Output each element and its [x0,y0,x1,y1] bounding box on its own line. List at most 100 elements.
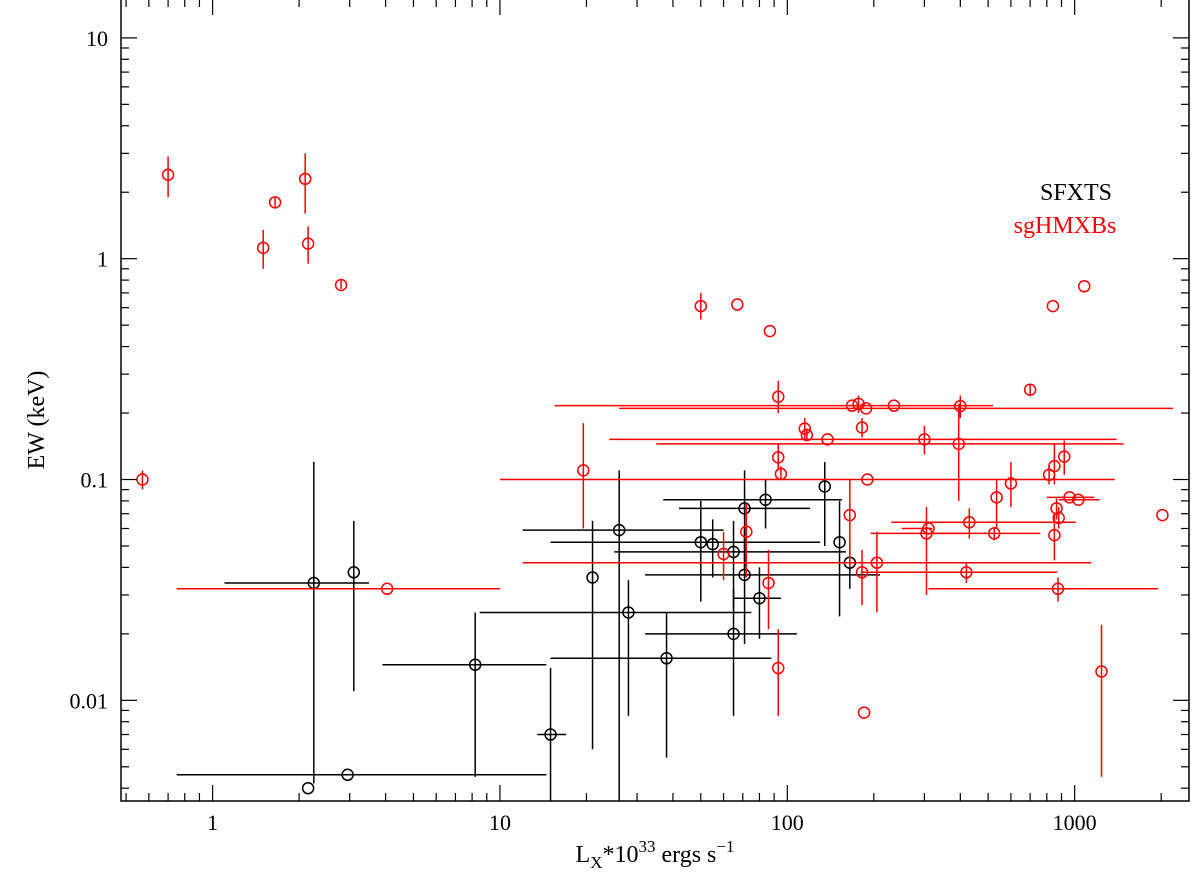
data-point [771,443,785,471]
data-point [1046,491,1095,504]
point-marker [843,508,857,522]
data-point [224,462,369,784]
data-point [818,462,832,546]
data-point [645,528,880,644]
x-tick-label: 10 [489,810,511,835]
data-point [762,549,775,630]
data-point [1023,383,1037,396]
point-marker [960,566,973,579]
point-marker [380,582,394,596]
data-point [855,417,869,438]
data-point [136,470,149,490]
data-point [656,403,1124,501]
point-marker [1050,502,1063,515]
data-point [918,425,931,455]
series-sghmxbs [136,153,1174,777]
data-point [268,196,282,209]
point-marker [833,535,846,549]
point-marker [855,421,869,434]
data-point [733,567,781,639]
point-marker [738,568,751,582]
data-point [298,153,312,214]
data-point [537,668,567,801]
axis-ticks [121,0,1189,801]
point-marker [753,591,766,605]
point-marker [347,566,361,579]
point-marker [731,298,744,311]
point-marker [845,399,859,412]
plot-frame [120,0,1190,802]
data-point [1046,299,1060,313]
point-marker [918,433,931,446]
point-marker [301,237,315,250]
data-point [176,768,547,782]
data-point [694,292,708,320]
point-marker [952,437,965,451]
axis-tick-labels: 1 10 100 1000 0.01 0.1 1 10 [70,26,1097,835]
point-marker [268,196,282,209]
legend-item-sghmxbs: sgHMXBs [1014,213,1117,239]
point-marker [586,571,599,584]
point-marker [1048,528,1061,542]
data-point [887,399,901,412]
data-point [717,531,730,581]
point-marker [1156,508,1169,522]
data-point [855,549,869,606]
point-marker [987,527,1001,540]
x-axis-label: LX*1033 ergs s−1 [576,837,735,872]
data-point [928,577,1158,602]
point-marker [694,299,708,313]
legend-item-sfxts: SFXTS [1040,180,1112,206]
y-tick-label: 10 [86,26,108,51]
point-marker [298,172,312,186]
point-marker [1057,450,1071,463]
point-marker [762,576,775,590]
point-marker [963,516,976,529]
data-point [609,433,1117,446]
point-marker [800,428,814,442]
data-points [136,153,1174,801]
point-marker [1095,665,1108,678]
data-point [334,278,348,292]
data-point [619,402,1174,415]
data-point [614,520,846,609]
data-point [774,466,788,481]
point-marker [954,399,967,413]
point-marker [544,728,557,741]
data-point [1052,507,1065,529]
x-tick-label: 1 [207,810,218,835]
point-marker [1051,582,1065,596]
point-marker [771,661,785,675]
data-point [598,542,907,589]
point-marker [763,324,777,338]
x-tick-label: 100 [771,810,804,835]
y-axis-label: EW (keV) [24,371,50,470]
point-marker [771,390,785,404]
point-marker [717,547,730,561]
point-marker [870,556,884,569]
point-marker [468,658,482,671]
data-point [1058,493,1100,506]
point-marker [1072,493,1085,506]
point-marker [136,473,149,486]
point-marker [738,502,751,515]
data-point [731,298,744,311]
data-point [1048,443,1061,485]
point-marker [798,422,811,435]
point-marker [341,768,354,782]
data-point [1156,508,1169,522]
data-point [479,580,752,716]
point-marker [887,399,901,412]
data-point [550,612,772,758]
point-marker [612,523,626,537]
data-point [663,479,842,529]
data-point [924,526,1041,541]
data-point [577,423,590,529]
point-marker [1023,383,1037,396]
point-marker [821,433,834,446]
data-point [857,706,871,719]
point-marker [694,535,708,549]
point-marker [1078,280,1091,293]
data-point [301,226,315,264]
